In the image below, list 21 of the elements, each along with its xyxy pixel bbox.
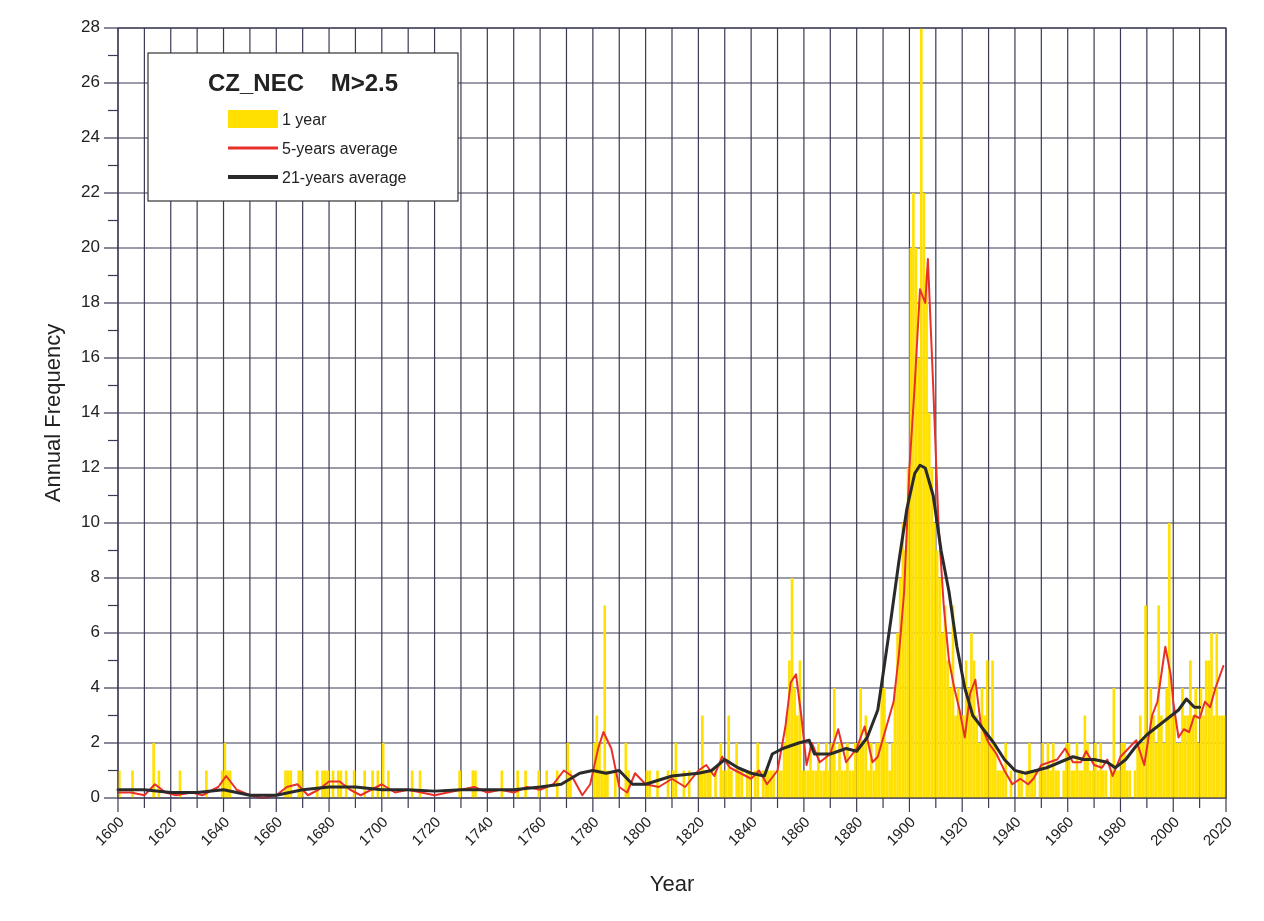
y-tick-label: 14 [81,402,100,422]
legend-label: 5-years average [282,140,398,157]
y-tick-label: 10 [81,512,100,532]
y-tick-label: 12 [81,457,100,477]
y-axis-title: Annual Frequency [40,323,65,503]
legend-label: 1 year [282,111,328,128]
y-tick-label: 20 [81,237,100,257]
y-tick-label: 2 [90,732,100,752]
legend-title: CZ_NEC M>2.5 [207,69,399,96]
y-tick-label: 26 [81,72,100,92]
y-tick-label: 24 [81,127,100,147]
y-tick-label: 8 [90,567,100,587]
y-tick-label: 0 [90,787,100,807]
x-axis-title: Year [649,871,695,896]
y-tick-label: 22 [81,182,100,202]
y-tick-label: 6 [90,622,100,642]
y-tick-label: 18 [81,292,100,312]
y-tick-label: 28 [81,17,100,37]
legend-label: 21-years average [282,169,407,186]
y-tick-label: 16 [81,347,100,367]
y-tick-label: 4 [90,677,100,697]
